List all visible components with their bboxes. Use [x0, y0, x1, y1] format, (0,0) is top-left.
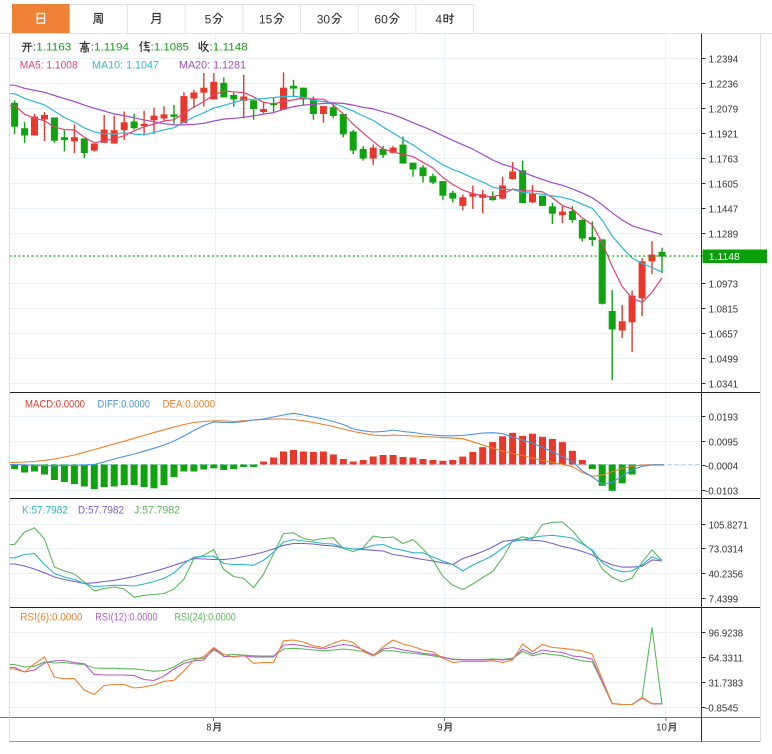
- svg-text:1.1289: 1.1289: [709, 228, 739, 240]
- svg-text:9: 9: [437, 723, 443, 734]
- svg-text:73.0314: 73.0314: [709, 543, 744, 555]
- svg-text:DEA:0.0000: DEA:0.0000: [163, 398, 216, 410]
- svg-text:10: 10: [656, 723, 667, 734]
- svg-text:-0.0004: -0.0004: [705, 460, 738, 472]
- svg-text:64.3311: 64.3311: [709, 652, 744, 664]
- svg-text:RSI(6):0.0000: RSI(6):0.0000: [20, 611, 82, 623]
- svg-text:MA10: 1.1047: MA10: 1.1047: [92, 59, 159, 71]
- svg-text::: :: [33, 42, 36, 54]
- svg-text:1.1447: 1.1447: [709, 203, 739, 215]
- svg-text:1.0973: 1.0973: [709, 278, 739, 290]
- svg-text:1.0815: 1.0815: [709, 303, 739, 315]
- svg-text:MA5: 1.1008: MA5: 1.1008: [20, 59, 78, 71]
- svg-text:-0.0103: -0.0103: [705, 485, 738, 497]
- svg-text:0.0193: 0.0193: [709, 411, 739, 423]
- svg-text:J:57.7982: J:57.7982: [134, 504, 180, 516]
- svg-text:1.2394: 1.2394: [709, 53, 739, 65]
- svg-text:1.0341: 1.0341: [709, 378, 739, 390]
- svg-text:1.1605: 1.1605: [709, 178, 739, 190]
- svg-text:30: 30: [317, 12, 331, 26]
- svg-text:8: 8: [206, 723, 212, 734]
- svg-text:40.2356: 40.2356: [709, 568, 744, 580]
- svg-text:31.7383: 31.7383: [709, 677, 744, 689]
- svg-text:1.0657: 1.0657: [709, 328, 739, 340]
- svg-text:1.1148: 1.1148: [213, 42, 248, 54]
- svg-text:1.1921: 1.1921: [709, 128, 739, 140]
- svg-text:DIFF:0.0000: DIFF:0.0000: [98, 398, 151, 410]
- svg-text:-0.8545: -0.8545: [705, 702, 738, 714]
- svg-text:15: 15: [259, 12, 273, 26]
- svg-text:K:57.7982: K:57.7982: [22, 504, 68, 516]
- svg-text:7.4399: 7.4399: [709, 593, 739, 605]
- svg-text:4: 4: [435, 12, 442, 26]
- svg-text:1.2079: 1.2079: [709, 103, 739, 115]
- svg-text::: :: [91, 42, 94, 54]
- svg-text:RSI(24):0.0000: RSI(24):0.0000: [175, 611, 236, 623]
- svg-text:1.1763: 1.1763: [709, 153, 739, 165]
- svg-text:1.1163: 1.1163: [36, 42, 71, 54]
- svg-text:1.2236: 1.2236: [709, 78, 739, 90]
- svg-text:105.8271: 105.8271: [709, 519, 749, 531]
- svg-text:MACD:0.0000: MACD:0.0000: [25, 398, 85, 410]
- svg-text:MA20: 1.1281: MA20: 1.1281: [179, 59, 246, 71]
- svg-text:1.1085: 1.1085: [154, 42, 189, 54]
- svg-text:1.1148: 1.1148: [709, 251, 740, 263]
- svg-text:96.9238: 96.9238: [709, 627, 744, 639]
- svg-text:60: 60: [374, 12, 388, 26]
- svg-text:5: 5: [205, 12, 212, 26]
- svg-text:0.0095: 0.0095: [709, 436, 739, 448]
- svg-text:RSI(12):0.0000: RSI(12):0.0000: [95, 611, 157, 623]
- svg-text::: :: [210, 42, 213, 54]
- svg-text:1.1194: 1.1194: [94, 42, 129, 54]
- svg-text:1.0499: 1.0499: [709, 353, 739, 365]
- svg-text:D:57.7982: D:57.7982: [78, 504, 124, 516]
- svg-text::: :: [151, 42, 154, 54]
